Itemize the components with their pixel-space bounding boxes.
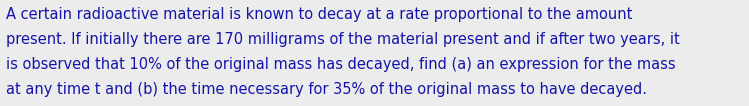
- Text: at any time t and (b) the time necessary for 35% of the original mass to have de: at any time t and (b) the time necessary…: [6, 82, 647, 97]
- Text: is observed that 10% of the original mass has decayed, find (a) an expression fo: is observed that 10% of the original mas…: [6, 57, 676, 72]
- Text: present. If initially there are 170 milligrams of the material present and if af: present. If initially there are 170 mill…: [6, 32, 680, 47]
- Text: A certain radioactive material is known to decay at a rate proportional to the a: A certain radioactive material is known …: [6, 7, 632, 22]
